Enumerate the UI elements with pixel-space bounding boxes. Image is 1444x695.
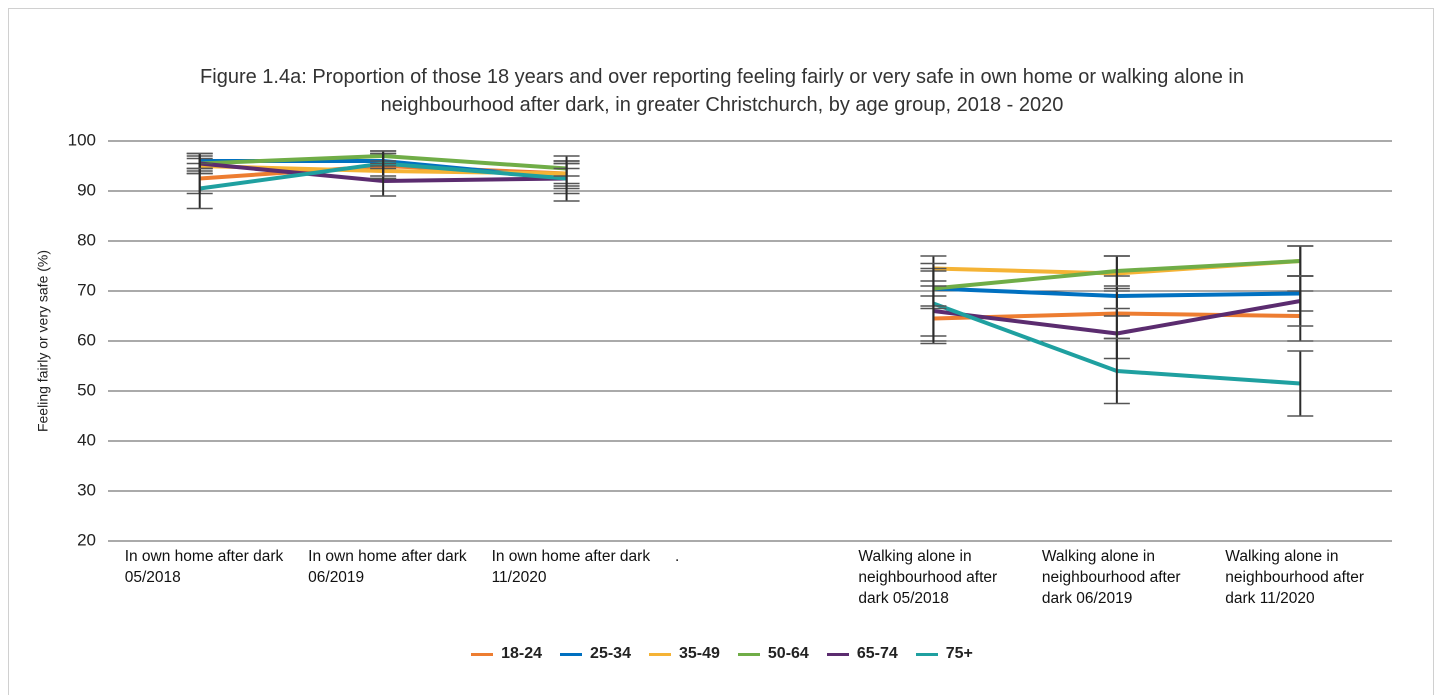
error-bar: [1103, 255, 1130, 287]
x-tick-label: Walking alone in neighbourhood after dar…: [1041, 548, 1181, 607]
legend-item: 50-64: [737, 645, 809, 663]
y-tick-label: 30: [77, 480, 96, 499]
legend-label: 18-24: [501, 645, 543, 662]
legend-label: 25-34: [590, 645, 631, 662]
x-tick-label: .: [675, 548, 680, 565]
error-bar: [920, 262, 947, 345]
legend-label: 35-49: [678, 645, 720, 662]
error-bar: [1287, 275, 1314, 327]
y-tick-label: 50: [77, 380, 96, 399]
legend-swatch: [737, 652, 760, 656]
chart-title: Figure 1.4a: Proportion of those 18 year…: [200, 66, 1244, 88]
legend-swatch: [915, 652, 938, 656]
legend-item: 35-49: [648, 645, 720, 663]
error-bar: [1103, 337, 1130, 405]
x-tick-label: In own home after dark 11/2020: [491, 548, 651, 586]
error-bar: [553, 155, 580, 202]
legend-item: 25-34: [560, 645, 631, 663]
x-tick-label: In own home after dark 06/2019: [308, 548, 467, 586]
error-bar: [370, 150, 397, 177]
error-bar: [186, 167, 213, 210]
x-tick-label: Walking alone in neighbourhood after dar…: [1225, 548, 1365, 607]
legend-swatch: [826, 652, 849, 656]
legend-item: 65-74: [826, 645, 898, 663]
y-tick-label: 20: [77, 530, 96, 549]
legend-label: 50-64: [767, 645, 809, 662]
y-axis-label: Feeling fairly or very safe (%): [35, 250, 51, 432]
error-bar: [1287, 350, 1314, 417]
legend-label: 65-74: [856, 645, 898, 662]
legend-item: 75+: [915, 645, 973, 663]
chart-title: neighbourhood after dark, in greater Chr…: [380, 94, 1064, 116]
legend-item: 18-24: [471, 645, 542, 663]
frame: [8, 8, 1434, 695]
legend: 18-24 25-34 35-49 50-64 65-74 75+: [0, 645, 1444, 663]
y-tick-label: 70: [77, 280, 96, 299]
y-tick-label: 40: [77, 430, 96, 449]
y-tick-label: 100: [68, 130, 96, 149]
x-tick-label: In own home after dark 05/2018: [124, 548, 284, 586]
legend-label: 75+: [945, 645, 973, 662]
legend-swatch: [471, 652, 494, 656]
legend-swatch: [560, 652, 583, 656]
y-tick-label: 80: [77, 230, 96, 249]
y-tick-label: 90: [77, 180, 96, 199]
legend-swatch: [648, 652, 671, 656]
x-tick-label: Walking alone in neighbourhood after dar…: [858, 548, 998, 607]
y-tick-label: 60: [77, 330, 96, 349]
